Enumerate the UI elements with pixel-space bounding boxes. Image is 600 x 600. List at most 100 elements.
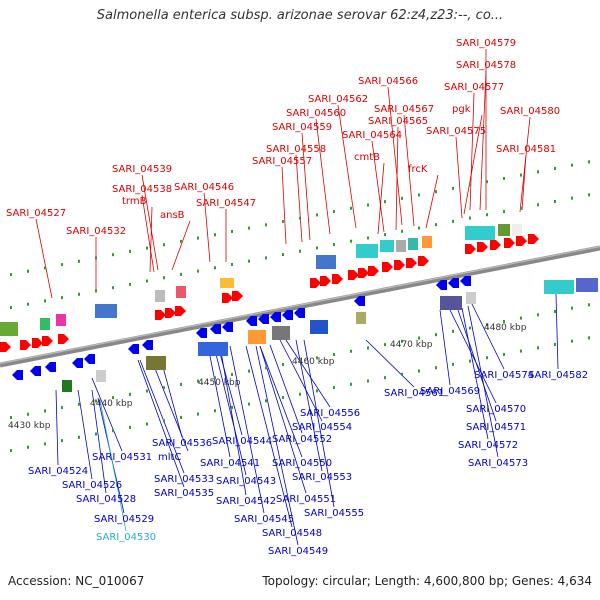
gene-feature-box — [356, 312, 366, 324]
track-mark — [469, 359, 471, 363]
track-mark — [197, 379, 199, 383]
track-mark — [435, 366, 437, 370]
track-mark — [401, 196, 403, 200]
top-gene-label: SARI_04532 — [66, 226, 126, 237]
top-gene-label: SARI_04567 — [374, 104, 434, 115]
track-mark — [61, 263, 63, 267]
label-leader — [467, 305, 499, 458]
bottom-gene-label: SARI_04555 — [304, 508, 364, 519]
label-leader — [387, 86, 403, 226]
reverse-gene — [30, 366, 41, 376]
track-mark — [10, 416, 12, 420]
gene-feature-box — [498, 224, 510, 236]
track-mark — [537, 346, 539, 350]
label-leader — [457, 309, 497, 422]
label-leader — [217, 345, 243, 436]
top-gene-label: trmB — [122, 196, 147, 207]
gene-feature-box — [316, 255, 336, 269]
tick-label: 4470 kbp — [390, 340, 433, 350]
label-leader — [139, 359, 185, 474]
track-mark — [180, 272, 182, 276]
label-leader — [371, 140, 385, 233]
top-gene-label: SARI_04565 — [368, 116, 428, 127]
label-leader — [91, 389, 107, 494]
bottom-gene-label: SARI_04550 — [272, 458, 332, 469]
bottom-gene-label: SARI_04551 — [276, 494, 336, 505]
track-mark — [520, 173, 522, 177]
label-leader — [377, 162, 385, 235]
reverse-gene — [294, 308, 305, 318]
label-leader — [149, 355, 189, 452]
track-mark — [316, 246, 318, 250]
track-mark — [401, 229, 403, 233]
track-mark — [350, 382, 352, 386]
forward-gene — [490, 240, 501, 250]
forward-gene — [320, 276, 331, 286]
reverse-gene — [460, 276, 471, 286]
track-mark — [588, 303, 590, 307]
label-leader — [425, 174, 439, 229]
track-mark — [129, 249, 131, 253]
track-mark — [316, 356, 318, 360]
track-mark — [367, 346, 369, 350]
track-mark — [299, 249, 301, 253]
bottom-gene-label: SARI_04549 — [268, 546, 328, 557]
topology-text: Topology: circular; Length: 4,600,800 bp… — [262, 574, 592, 588]
gene-feature-box — [40, 318, 50, 330]
gene-feature-box — [396, 240, 406, 252]
label-leader — [521, 154, 527, 211]
label-leader — [463, 114, 483, 215]
track-mark — [299, 359, 301, 363]
tick-label: 4480 kbp — [484, 323, 527, 333]
track-mark — [469, 183, 471, 187]
track-mark — [231, 262, 233, 266]
track-mark — [197, 412, 199, 416]
label-leader — [279, 339, 323, 422]
forward-gene — [394, 260, 405, 270]
track-mark — [299, 216, 301, 220]
gene-feature-box — [544, 280, 574, 294]
forward-gene — [418, 256, 429, 266]
track-mark — [112, 286, 114, 290]
gene-feature-box — [155, 290, 165, 302]
gene-feature-box — [576, 278, 598, 292]
reverse-gene — [142, 340, 153, 350]
track-mark — [282, 363, 284, 367]
tick-label: 4450 kbp — [198, 378, 241, 388]
track-mark — [163, 419, 165, 423]
track-mark — [197, 269, 199, 273]
reverse-gene — [12, 370, 23, 380]
top-gene-label: SARI_04581 — [496, 144, 556, 155]
gene-feature-box — [408, 238, 418, 250]
track-mark — [571, 306, 573, 310]
label-leader — [55, 389, 59, 466]
track-mark — [61, 406, 63, 410]
track-mark — [265, 366, 267, 370]
track-mark — [384, 376, 386, 380]
top-gene-label: SARI_04580 — [500, 106, 560, 117]
bottom-gene-label: SARI_04572 — [458, 440, 518, 451]
forward-gene — [165, 308, 176, 318]
track-mark — [588, 336, 590, 340]
forward-gene — [465, 244, 476, 254]
track-mark — [571, 163, 573, 167]
bottom-gene-label: SARI_04574 — [474, 370, 534, 381]
track-mark — [27, 412, 29, 416]
top-gene-label: SARI_04577 — [444, 82, 504, 93]
track-mark — [95, 399, 97, 403]
track-mark — [265, 399, 267, 403]
top-gene-label: SARI_04547 — [196, 198, 256, 209]
bottom-gene-label: SARI_04536 — [152, 438, 212, 449]
forward-gene — [155, 310, 166, 320]
label-leader — [91, 377, 123, 452]
label-leader — [365, 339, 415, 388]
gene-feature-box — [380, 240, 394, 252]
label-leader — [99, 399, 127, 532]
track-mark — [554, 342, 556, 346]
track-mark — [248, 369, 250, 373]
label-leader — [229, 345, 265, 514]
track-mark — [146, 246, 148, 250]
top-gene-label: frcK — [408, 164, 428, 175]
forward-gene — [348, 270, 359, 280]
